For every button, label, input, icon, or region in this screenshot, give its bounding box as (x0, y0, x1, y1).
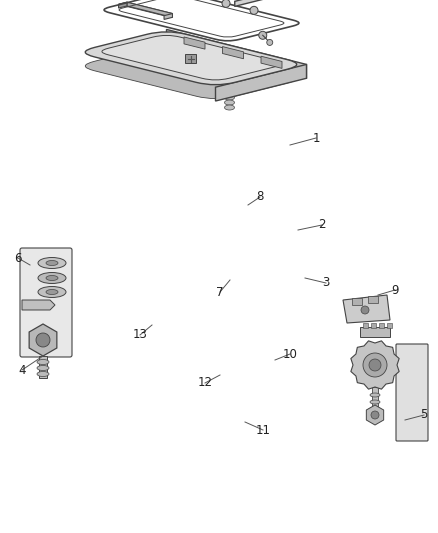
Polygon shape (119, 2, 127, 8)
Ellipse shape (370, 393, 380, 397)
Polygon shape (215, 64, 307, 101)
Text: 7: 7 (216, 286, 224, 298)
Ellipse shape (370, 407, 380, 411)
Text: 1: 1 (312, 132, 320, 144)
Bar (352, 298, 362, 305)
Polygon shape (29, 324, 57, 356)
FancyBboxPatch shape (20, 248, 72, 357)
Bar (387, 323, 392, 328)
Circle shape (371, 411, 379, 419)
Ellipse shape (225, 105, 234, 110)
Ellipse shape (37, 372, 49, 376)
Circle shape (250, 6, 258, 14)
Circle shape (36, 333, 50, 347)
Text: 5: 5 (420, 408, 427, 422)
Ellipse shape (46, 289, 58, 295)
Polygon shape (223, 46, 244, 59)
FancyBboxPatch shape (396, 344, 428, 441)
Bar (372, 387, 378, 415)
PathPatch shape (85, 32, 297, 85)
Circle shape (369, 359, 381, 371)
Ellipse shape (46, 261, 58, 265)
Bar (39, 356, 47, 378)
Ellipse shape (46, 276, 58, 280)
Circle shape (222, 0, 230, 7)
Ellipse shape (225, 100, 234, 105)
Text: 2: 2 (318, 219, 326, 231)
Circle shape (267, 39, 273, 45)
Polygon shape (127, 2, 173, 18)
Ellipse shape (38, 272, 66, 284)
Bar (371, 323, 376, 328)
Bar (368, 296, 378, 303)
PathPatch shape (85, 46, 297, 99)
Text: 13: 13 (133, 328, 148, 342)
Ellipse shape (38, 257, 66, 269)
Ellipse shape (37, 366, 49, 370)
Polygon shape (351, 341, 399, 389)
Polygon shape (119, 2, 173, 15)
Bar (363, 323, 368, 328)
Ellipse shape (370, 400, 380, 404)
Text: 12: 12 (198, 376, 212, 390)
Text: 4: 4 (18, 364, 26, 376)
Polygon shape (360, 327, 390, 337)
Text: 8: 8 (256, 190, 264, 204)
Ellipse shape (37, 359, 49, 365)
Polygon shape (235, 0, 319, 6)
Polygon shape (366, 405, 384, 425)
Ellipse shape (38, 287, 66, 297)
Polygon shape (22, 300, 55, 310)
Polygon shape (166, 29, 307, 78)
Circle shape (259, 31, 267, 39)
Text: 10: 10 (283, 348, 297, 360)
Text: 6: 6 (14, 252, 22, 264)
Polygon shape (184, 37, 205, 49)
PathPatch shape (102, 35, 280, 80)
Text: 3: 3 (322, 277, 330, 289)
Polygon shape (164, 13, 173, 19)
Polygon shape (343, 295, 390, 323)
Text: 9: 9 (391, 284, 399, 296)
Polygon shape (261, 56, 282, 68)
Bar (379, 323, 384, 328)
Circle shape (363, 353, 387, 377)
Text: 11: 11 (255, 424, 271, 437)
Bar (185, 54, 196, 63)
Circle shape (361, 306, 369, 314)
Ellipse shape (225, 95, 234, 100)
